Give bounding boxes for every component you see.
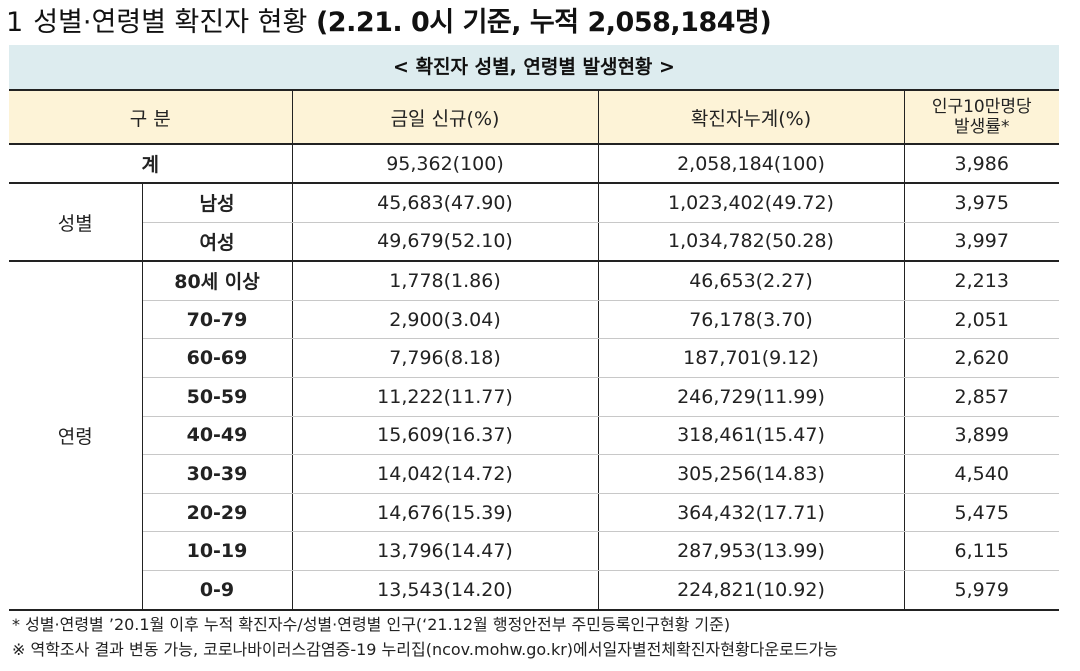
cell-rate: 2,857 bbox=[903, 377, 1059, 417]
cell-cumulative: 318,461(15.47) bbox=[597, 416, 905, 456]
cell-rate: 5,979 bbox=[903, 570, 1059, 611]
cell-cumulative: 246,729(11.99) bbox=[597, 377, 905, 417]
footnote: * 성별·연령별 ’20.1월 이후 누적 확진자수/성별·연령별 인구(‘21… bbox=[12, 615, 731, 634]
row-label: 10-19 bbox=[142, 531, 293, 571]
cell-cumulative: 187,701(9.12) bbox=[597, 338, 905, 378]
group-label-age: 연령 bbox=[9, 261, 143, 611]
table-header-row: 구 분 금일 신규(%) 확진자누계(%) 인구10만명당 발생률* bbox=[9, 89, 1059, 145]
cell-cumulative: 46,653(2.27) bbox=[597, 261, 905, 301]
cell-cumulative: 305,256(14.83) bbox=[597, 454, 905, 494]
table-row-age: 20-29 14,676(15.39) 364,432(17.71) 5,475 bbox=[9, 493, 1059, 533]
cell-new: 15,609(16.37) bbox=[291, 416, 599, 456]
row-label: 남성 bbox=[141, 183, 293, 223]
footnote: ※ 역학조사 결과 변동 가능, 코로나바이러스감염증-19 누리집(ncov.… bbox=[12, 640, 838, 659]
cell-new: 13,543(14.20) bbox=[291, 570, 599, 611]
cell-new: 14,676(15.39) bbox=[291, 493, 599, 533]
cell-rate: 6,115 bbox=[903, 531, 1059, 571]
table-row-age: 60-69 7,796(8.18) 187,701(9.12) 2,620 bbox=[9, 338, 1059, 378]
cell-rate: 2,051 bbox=[903, 300, 1059, 340]
total-cumulative: 2,058,184(100) bbox=[597, 144, 905, 184]
cell-new: 1,778(1.86) bbox=[291, 261, 599, 301]
cell-new: 49,679(52.10) bbox=[291, 222, 599, 263]
footnotes: * 성별·연령별 ’20.1월 이후 누적 확진자수/성별·연령별 인구(‘21… bbox=[12, 612, 838, 662]
cell-rate: 4,540 bbox=[903, 454, 1059, 494]
row-label: 60-69 bbox=[142, 338, 293, 378]
row-label: 80세 이상 bbox=[141, 261, 293, 301]
stats-table: 구 분 금일 신규(%) 확진자누계(%) 인구10만명당 발생률* 계 95,… bbox=[9, 89, 1059, 611]
table-row-age: 10-19 13,796(14.47) 287,953(13.99) 6,115 bbox=[9, 531, 1059, 571]
total-rate: 3,986 bbox=[903, 144, 1059, 184]
cell-cumulative: 76,178(3.70) bbox=[597, 300, 905, 340]
table-row-age: 40-49 15,609(16.37) 318,461(15.47) 3,899 bbox=[9, 416, 1059, 456]
cell-new: 2,900(3.04) bbox=[291, 300, 599, 340]
header-category: 구 분 bbox=[9, 89, 293, 145]
row-label: 여성 bbox=[142, 222, 293, 263]
cell-cumulative: 224,821(10.92) bbox=[597, 570, 905, 611]
total-label: 계 bbox=[9, 144, 293, 184]
group-label-gender: 성별 bbox=[9, 183, 143, 263]
total-new: 95,362(100) bbox=[291, 144, 599, 184]
row-label: 40-49 bbox=[142, 416, 293, 456]
header-cumulative: 확진자누계(%) bbox=[597, 89, 905, 145]
cell-new: 13,796(14.47) bbox=[291, 531, 599, 571]
header-rate-line2: 발생률* bbox=[954, 117, 1010, 137]
table-caption: < 확진자 성별, 연령별 발생현황 > bbox=[9, 45, 1059, 89]
cell-cumulative: 364,432(17.71) bbox=[597, 493, 905, 533]
cell-cumulative: 1,034,782(50.28) bbox=[597, 222, 905, 263]
cell-cumulative: 287,953(13.99) bbox=[597, 531, 905, 571]
cell-rate: 2,620 bbox=[903, 338, 1059, 378]
row-label: 50-59 bbox=[142, 377, 293, 417]
header-rate: 인구10만명당 발생률* bbox=[903, 89, 1059, 145]
cell-new: 7,796(8.18) bbox=[291, 338, 599, 378]
cell-rate: 5,475 bbox=[903, 493, 1059, 533]
header-new: 금일 신규(%) bbox=[291, 89, 599, 145]
table-row-age: 0-9 13,543(14.20) 224,821(10.92) 5,979 bbox=[9, 570, 1059, 611]
header-rate-line1: 인구10만명당 bbox=[931, 97, 1032, 117]
table-row-age: 30-39 14,042(14.72) 305,256(14.83) 4,540 bbox=[9, 454, 1059, 494]
section-number: 1 bbox=[6, 7, 24, 38]
section-title: 성별·연령별 확진자 현황 bbox=[33, 7, 308, 38]
table-row-age: 50-59 11,222(11.77) 246,729(11.99) 2,857 bbox=[9, 377, 1059, 417]
row-label: 20-29 bbox=[142, 493, 293, 533]
section-basis: (2.21. 0시 기준, 누적 2,058,184명) bbox=[315, 7, 772, 38]
page-title: 1 성별·연령별 확진자 현황 (2.21. 0시 기준, 누적 2,058,18… bbox=[6, 4, 772, 42]
row-label: 70-79 bbox=[142, 300, 293, 340]
cell-rate: 2,213 bbox=[903, 261, 1059, 301]
cell-rate: 3,899 bbox=[903, 416, 1059, 456]
cell-cumulative: 1,023,402(49.72) bbox=[597, 183, 905, 223]
table-row-age: 연령 80세 이상 1,778(1.86) 46,653(2.27) 2,213 bbox=[9, 261, 1059, 611]
table-row-total: 계 95,362(100) 2,058,184(100) 3,986 bbox=[9, 144, 1059, 184]
table-row-male: 성별 남성 45,683(47.90) 1,023,402(49.72) 3,9… bbox=[9, 183, 1059, 263]
cell-rate: 3,975 bbox=[903, 183, 1059, 223]
cell-rate: 3,997 bbox=[903, 222, 1059, 263]
stats-table-container: < 확진자 성별, 연령별 발생현황 > 구 분 금일 신규(%) 확진자누계(… bbox=[9, 45, 1059, 611]
table-row-age: 70-79 2,900(3.04) 76,178(3.70) 2,051 bbox=[9, 300, 1059, 340]
row-label: 0-9 bbox=[142, 570, 293, 611]
row-label: 30-39 bbox=[142, 454, 293, 494]
cell-new: 45,683(47.90) bbox=[291, 183, 599, 223]
cell-new: 14,042(14.72) bbox=[291, 454, 599, 494]
cell-new: 11,222(11.77) bbox=[291, 377, 599, 417]
table-row-female: 여성 49,679(52.10) 1,034,782(50.28) 3,997 bbox=[9, 222, 1059, 263]
